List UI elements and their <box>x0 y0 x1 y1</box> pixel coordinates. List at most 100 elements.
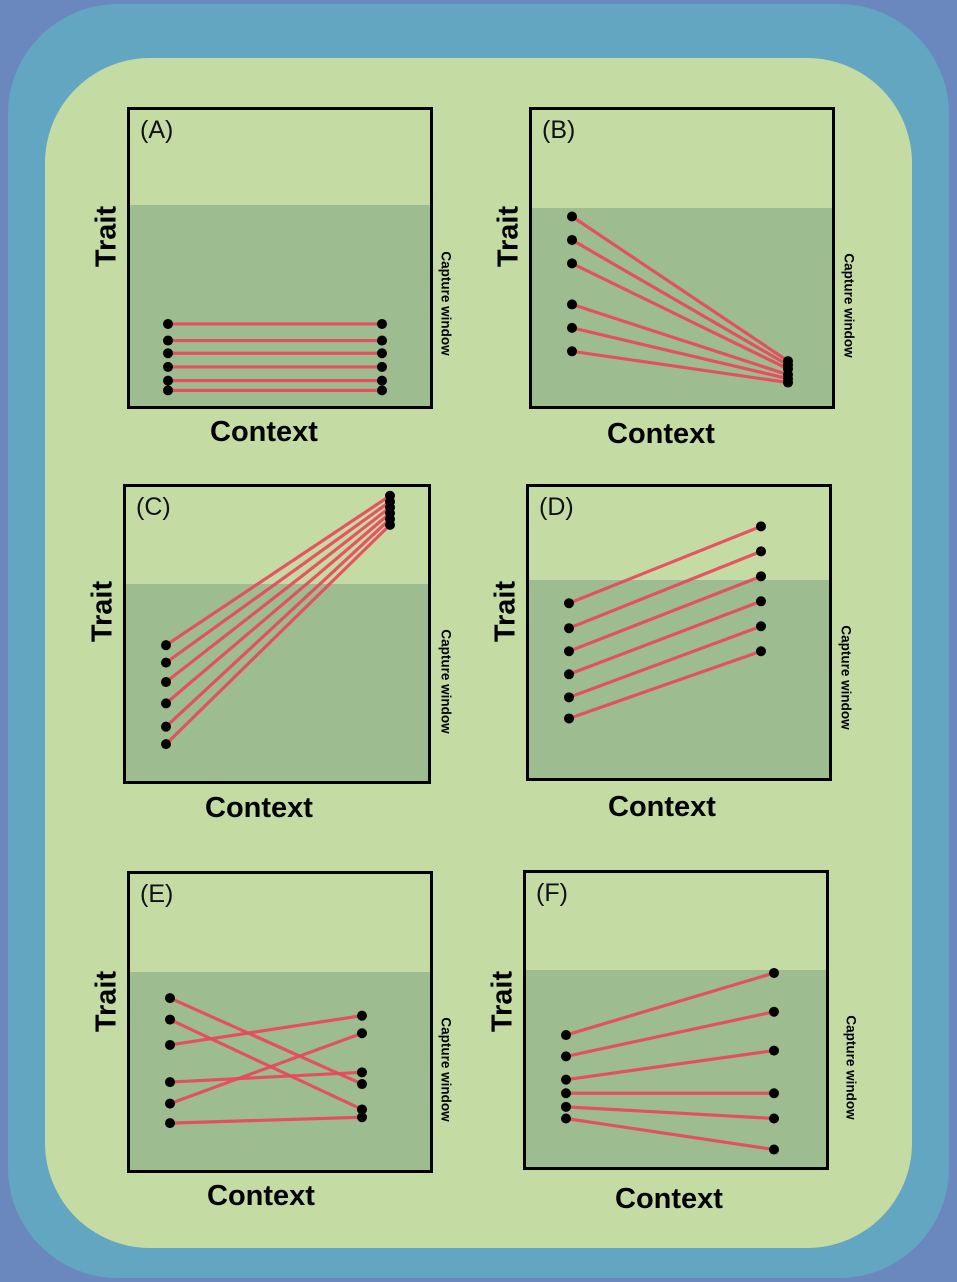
context-axis-title-b: Context <box>607 418 715 450</box>
reaction-norm-d-1 <box>568 524 762 605</box>
point-b-4-left <box>567 299 577 310</box>
panel-label-e: (E) <box>140 880 174 908</box>
point-e-4-left <box>165 1077 175 1088</box>
point-a-1-left <box>163 318 173 329</box>
reaction-norm-b-1 <box>571 215 789 363</box>
reaction-norm-b-4 <box>571 302 789 377</box>
point-a-2-left <box>163 335 173 346</box>
context-axis-title-d: Context <box>608 791 716 823</box>
point-e-6-left <box>165 1118 175 1129</box>
point-a-4-left <box>163 361 173 372</box>
reaction-norm-b-6 <box>571 349 789 385</box>
reaction-norm-d-5 <box>568 624 762 699</box>
point-d-5-right <box>756 621 766 632</box>
point-f-6-left <box>561 1113 571 1124</box>
point-f-2-right <box>769 1006 779 1017</box>
context-axis-title-a: Context <box>210 416 318 448</box>
point-d-6-right <box>756 646 766 657</box>
point-d-6-left <box>564 713 574 724</box>
lines-svg-f <box>561 967 779 1155</box>
point-f-5-right <box>769 1113 779 1124</box>
panel-label-b: (B) <box>542 116 576 144</box>
reaction-norm-c-5 <box>164 517 392 728</box>
trait-axis-title-f: Trait <box>486 970 519 1033</box>
capture-window-label-d: Capture window <box>838 625 854 730</box>
context-axis-title-c: Context <box>205 792 313 824</box>
point-d-4-left <box>564 669 574 680</box>
point-e-3-right <box>357 1010 367 1021</box>
point-e-3-left <box>165 1039 175 1050</box>
point-a-3-left <box>163 348 173 359</box>
reaction-norm-e-5 <box>169 1031 363 1106</box>
capture-window-label-e: Capture window <box>438 1017 454 1122</box>
point-c-2-left <box>161 657 171 668</box>
point-e-5-left <box>165 1098 175 1109</box>
lines-svg-c <box>161 490 395 750</box>
reaction-norm-b-3 <box>571 261 789 371</box>
context-axis-title-f: Context <box>615 1183 723 1215</box>
plot-a: (A) <box>127 107 433 409</box>
point-a-6-left <box>163 385 173 396</box>
point-f-1-right <box>769 967 779 978</box>
point-b-1-left <box>567 211 577 222</box>
trait-axis-title-a: Trait <box>90 205 123 268</box>
reaction-norm-f-2 <box>565 1010 775 1058</box>
reaction-norm-c-2 <box>165 500 391 664</box>
panel-label-f: (F) <box>536 879 568 907</box>
trait-axis-title-c: Trait <box>86 580 119 643</box>
plot-c: (C) <box>123 484 431 784</box>
point-e-1-left <box>165 993 175 1004</box>
capture-window-label-f: Capture window <box>843 1014 859 1120</box>
reaction-norm-e-4 <box>169 1070 363 1084</box>
reaction-norm-d-3 <box>568 574 762 653</box>
point-d-2-right <box>756 546 766 557</box>
point-d-4-right <box>756 596 766 607</box>
lines-svg-b <box>567 211 793 388</box>
point-d-1-left <box>564 598 574 609</box>
plot-b: (B) <box>529 107 835 409</box>
reaction-norm-f-3 <box>565 1048 775 1082</box>
point-f-4-right <box>769 1088 779 1099</box>
point-c-1-left <box>161 640 171 651</box>
lines-svg-a <box>163 318 387 396</box>
capture-window-label-a: Capture window <box>438 251 454 356</box>
point-a-1-right <box>377 318 387 329</box>
point-a-5-right <box>377 375 387 386</box>
point-d-1-right <box>756 521 766 532</box>
point-e-2-left <box>165 1014 175 1025</box>
reaction-norm-f-6 <box>565 1116 775 1152</box>
panel-label-c: (C) <box>136 493 171 521</box>
point-e-4-right <box>357 1067 367 1078</box>
capture-window-a <box>130 204 430 406</box>
capture-window-c <box>126 584 428 781</box>
reaction-norm-e-2 <box>169 1018 363 1111</box>
point-f-3-left <box>561 1074 571 1085</box>
reaction-norm-c-1 <box>165 494 391 647</box>
plot-e: (E) <box>127 871 433 1173</box>
point-e-5-right <box>357 1028 367 1039</box>
reaction-norm-f-5 <box>565 1105 775 1121</box>
plot-f: (F) <box>523 870 829 1170</box>
point-e-2-right <box>357 1104 367 1115</box>
point-f-5-left <box>561 1101 571 1112</box>
reaction-norm-e-1 <box>169 996 363 1086</box>
point-a-4-right <box>377 361 387 372</box>
point-a-2-right <box>377 335 387 346</box>
panel-label-d: (D) <box>539 493 574 521</box>
reaction-norm-b-2 <box>571 238 789 367</box>
trait-axis-title-b: Trait <box>492 205 525 268</box>
point-d-3-right <box>756 571 766 582</box>
point-f-3-right <box>769 1045 779 1056</box>
point-b-6-right <box>783 377 793 388</box>
point-c-4-left <box>161 698 171 709</box>
point-d-5-left <box>564 692 574 703</box>
point-c-3-left <box>161 677 171 688</box>
point-c-5-left <box>161 721 171 732</box>
point-a-6-right <box>377 385 387 396</box>
point-b-3-left <box>567 258 577 269</box>
point-f-6-right <box>769 1144 779 1155</box>
point-f-1-left <box>561 1030 571 1041</box>
lines-svg-d <box>564 521 766 724</box>
trait-axis-title-e: Trait <box>90 970 123 1033</box>
reaction-norm-b-5 <box>571 326 789 381</box>
